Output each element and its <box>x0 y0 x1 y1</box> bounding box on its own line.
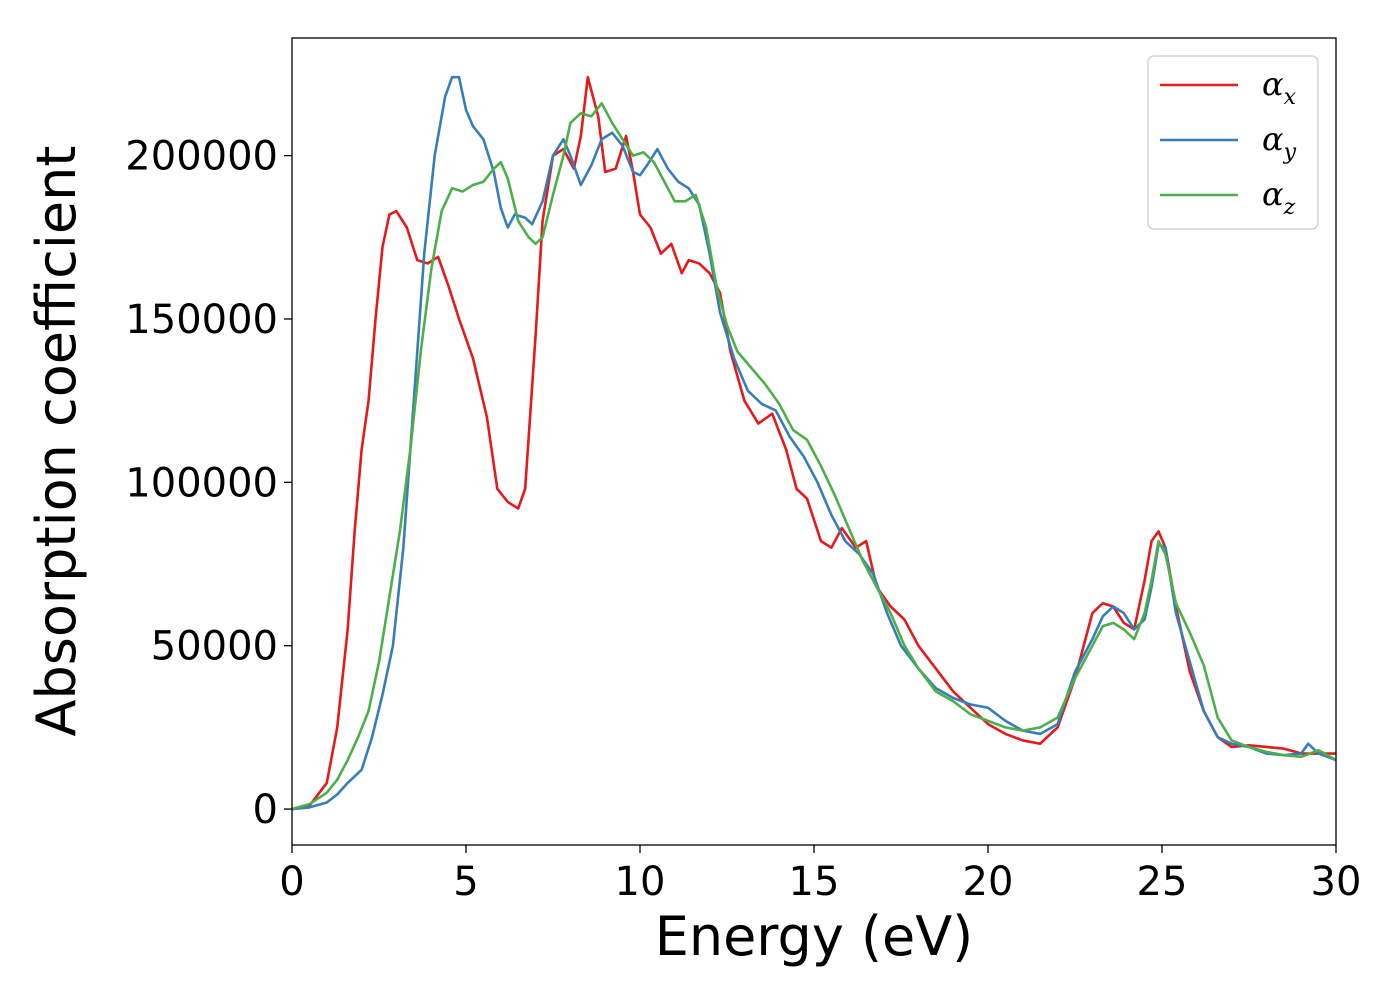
y-axis-title: Absorption coefficient <box>25 146 88 737</box>
x-tick-label: 5 <box>453 859 478 905</box>
legend-label-alpha-y: αy <box>1262 120 1297 165</box>
y-tick-label: 100000 <box>125 460 278 506</box>
x-tick-label: 10 <box>615 859 666 905</box>
x-tick-label: 25 <box>1137 859 1188 905</box>
y-tick-label: 50000 <box>151 624 278 670</box>
y-tick-label: 0 <box>253 787 278 833</box>
y-tick-label: 150000 <box>125 297 278 343</box>
legend-box <box>1147 55 1319 230</box>
series-line-alpha-z <box>291 102 1337 811</box>
x-axis-title: Energy (eV) <box>655 905 974 968</box>
x-tick-label: 30 <box>1311 859 1362 905</box>
y-tick-label: 200000 <box>125 134 278 180</box>
legend-label-alpha-x: αx <box>1262 65 1297 110</box>
x-tick-label: 15 <box>789 859 840 905</box>
series-line-alpha-y <box>291 75 1337 811</box>
x-axis-ticks: 0 5 10 15 20 25 30 <box>279 845 1361 905</box>
x-tick-label: 20 <box>963 859 1014 905</box>
y-axis-ticks: 0 50000 100000 150000 200000 <box>125 134 292 833</box>
plot-lines <box>291 75 1337 811</box>
x-tick-label: 0 <box>279 859 304 905</box>
